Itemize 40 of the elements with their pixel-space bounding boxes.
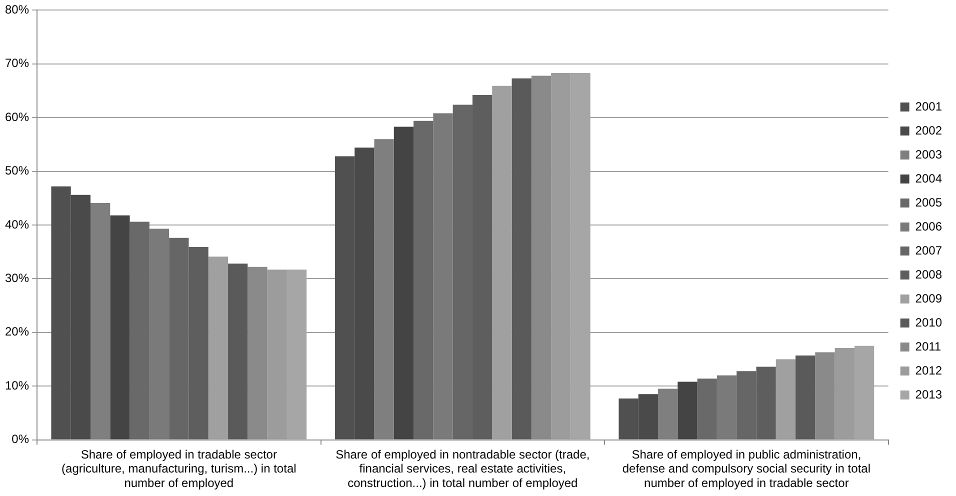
bar <box>492 86 512 440</box>
legend-label: 2002 <box>915 123 942 138</box>
y-tick-label: 80% <box>4 2 30 17</box>
bar <box>394 126 414 440</box>
y-tick-label: 50% <box>4 164 30 178</box>
bar <box>228 264 248 440</box>
legend-label: 2013 <box>915 387 942 402</box>
bar <box>716 375 737 440</box>
y-tick-label: 40% <box>4 217 30 232</box>
y-tick-label: 10% <box>4 378 30 392</box>
bar <box>776 359 796 440</box>
x-tick-label: Share of employed in nontradable sector (trade, financial services, real estate activities, construction...) in total number of employed <box>336 447 590 490</box>
bar <box>678 382 698 440</box>
legend-label: 2006 <box>915 219 942 234</box>
x-tick-label: Share of employed in tradable sector (agriculture, manufacturing, turism...) in total number of employed <box>62 447 296 490</box>
legend-label: 2010 <box>915 315 942 330</box>
legend-label: 2007 <box>915 243 942 258</box>
bar <box>208 256 228 440</box>
legend-label: 2003 <box>915 147 942 162</box>
y-tick-label: 0% <box>12 432 30 446</box>
legend-label: 2009 <box>915 291 942 306</box>
legend-label: 2005 <box>915 195 942 210</box>
y-tick-label: 60% <box>4 110 30 124</box>
bar <box>110 215 130 440</box>
x-tick-label: Share of employed in public administration, defense and compulsory social security in total number of employed in tradable sector <box>622 447 870 490</box>
y-tick-label: 20% <box>4 324 30 339</box>
legend-label: 2001 <box>915 99 942 114</box>
bar <box>130 222 150 440</box>
bar <box>149 228 170 440</box>
bar <box>433 113 453 440</box>
legend-label: 2012 <box>915 363 942 378</box>
bar <box>796 355 816 440</box>
bar <box>697 378 717 440</box>
legend-label: 2011 <box>915 339 942 354</box>
bar <box>414 120 434 440</box>
legend-label: 2004 <box>915 171 942 186</box>
bar <box>512 78 532 440</box>
y-tick-label: 30% <box>4 271 30 286</box>
y-tick-label: 70% <box>4 56 30 70</box>
legend-label: 2008 <box>915 267 942 282</box>
